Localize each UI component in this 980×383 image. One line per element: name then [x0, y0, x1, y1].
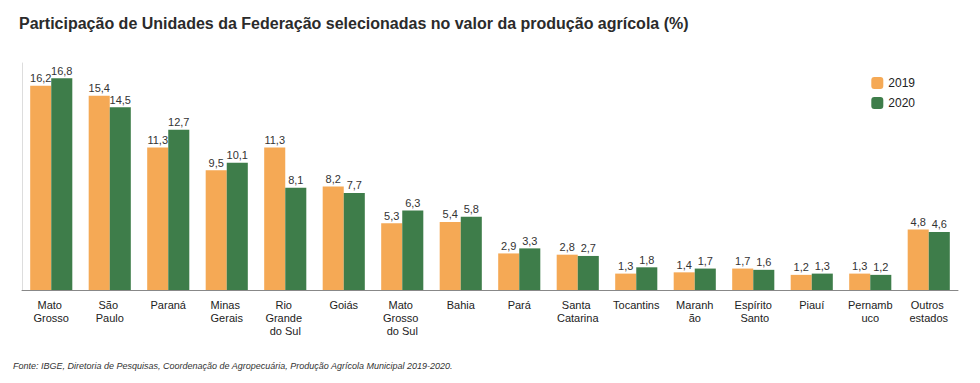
svg-text:Pará: Pará — [508, 299, 532, 311]
svg-text:do Sul: do Sul — [270, 325, 301, 337]
svg-text:Fonte: IBGE, Diretoria de Pesq: Fonte: IBGE, Diretoria de Pesquisas, Coo… — [13, 361, 453, 371]
svg-text:1,2: 1,2 — [873, 261, 888, 273]
svg-text:8,1: 8,1 — [288, 174, 303, 186]
svg-text:Catarina: Catarina — [557, 312, 599, 324]
svg-text:4,6: 4,6 — [932, 218, 947, 230]
svg-text:Mato: Mato — [388, 299, 416, 311]
svg-text:1,3: 1,3 — [852, 260, 867, 272]
svg-text:1,6: 1,6 — [756, 256, 771, 268]
svg-text:16,2: 16,2 — [30, 72, 51, 84]
svg-text:15,4: 15,4 — [89, 82, 110, 94]
svg-text:2,9: 2,9 — [501, 240, 516, 252]
svg-text:2,8: 2,8 — [560, 241, 575, 253]
svg-text:Espírito: Espírito — [735, 299, 772, 311]
svg-text:Paulo: Paulo — [96, 312, 124, 324]
svg-text:São: São — [98, 299, 121, 311]
svg-text:Tocantins: Tocantins — [613, 299, 660, 311]
svg-text:Paraná: Paraná — [151, 299, 187, 311]
svg-text:ão: ão — [689, 312, 701, 324]
svg-text:1,7: 1,7 — [698, 255, 713, 267]
svg-text:Maranh: Maranh — [676, 299, 713, 311]
svg-text:Rio: Rio — [275, 299, 295, 311]
svg-text:8,2: 8,2 — [326, 173, 341, 185]
svg-text:14,5: 14,5 — [110, 94, 131, 106]
svg-text:Gerais: Gerais — [211, 312, 244, 324]
svg-text:11,3: 11,3 — [264, 134, 285, 146]
svg-text:7,7: 7,7 — [347, 179, 362, 191]
svg-text:Grosso: Grosso — [383, 312, 422, 324]
svg-text:Bahia: Bahia — [447, 299, 476, 311]
svg-text:estados: estados — [909, 312, 948, 324]
svg-text:2020: 2020 — [888, 96, 915, 110]
svg-text:do Sul: do Sul — [387, 325, 418, 337]
svg-text:Piauí: Piauí — [799, 299, 824, 311]
svg-text:1,7: 1,7 — [735, 255, 750, 267]
svg-text:9,5: 9,5 — [209, 157, 224, 169]
svg-text:Goiás: Goiás — [329, 299, 358, 311]
svg-text:Santo: Santo — [737, 312, 769, 324]
svg-text:16,8: 16,8 — [51, 65, 72, 77]
svg-text:Pernamb: Pernamb — [848, 299, 893, 311]
svg-text:2,7: 2,7 — [581, 242, 596, 254]
svg-text:1,3: 1,3 — [618, 260, 633, 272]
svg-text:12,7: 12,7 — [168, 116, 189, 128]
svg-text:uco: uco — [861, 312, 879, 324]
svg-text:5,3: 5,3 — [384, 210, 399, 222]
svg-text:1,4: 1,4 — [677, 259, 692, 271]
svg-text:2019: 2019 — [888, 76, 915, 90]
svg-text:4,8: 4,8 — [911, 216, 926, 228]
svg-text:Mato: Mato — [37, 299, 65, 311]
svg-text:1,2: 1,2 — [794, 261, 809, 273]
svg-text:10,1: 10,1 — [227, 149, 248, 161]
svg-text:Grosso: Grosso — [34, 312, 69, 324]
svg-text:Participação de Unidades da Fe: Participação de Unidades da Federação se… — [19, 15, 689, 32]
svg-text:3,3: 3,3 — [522, 235, 537, 247]
svg-text:1,8: 1,8 — [639, 254, 654, 266]
svg-text:6,3: 6,3 — [405, 197, 420, 209]
svg-text:Santa: Santa — [562, 299, 594, 311]
svg-text:11,3: 11,3 — [147, 134, 168, 146]
svg-text:5,8: 5,8 — [464, 203, 479, 215]
svg-text:Grande: Grande — [265, 312, 305, 324]
svg-text:Outros: Outros — [911, 299, 947, 311]
svg-text:5,4: 5,4 — [443, 208, 458, 220]
svg-text:1,3: 1,3 — [815, 260, 830, 272]
svg-text:Minas: Minas — [211, 299, 243, 311]
